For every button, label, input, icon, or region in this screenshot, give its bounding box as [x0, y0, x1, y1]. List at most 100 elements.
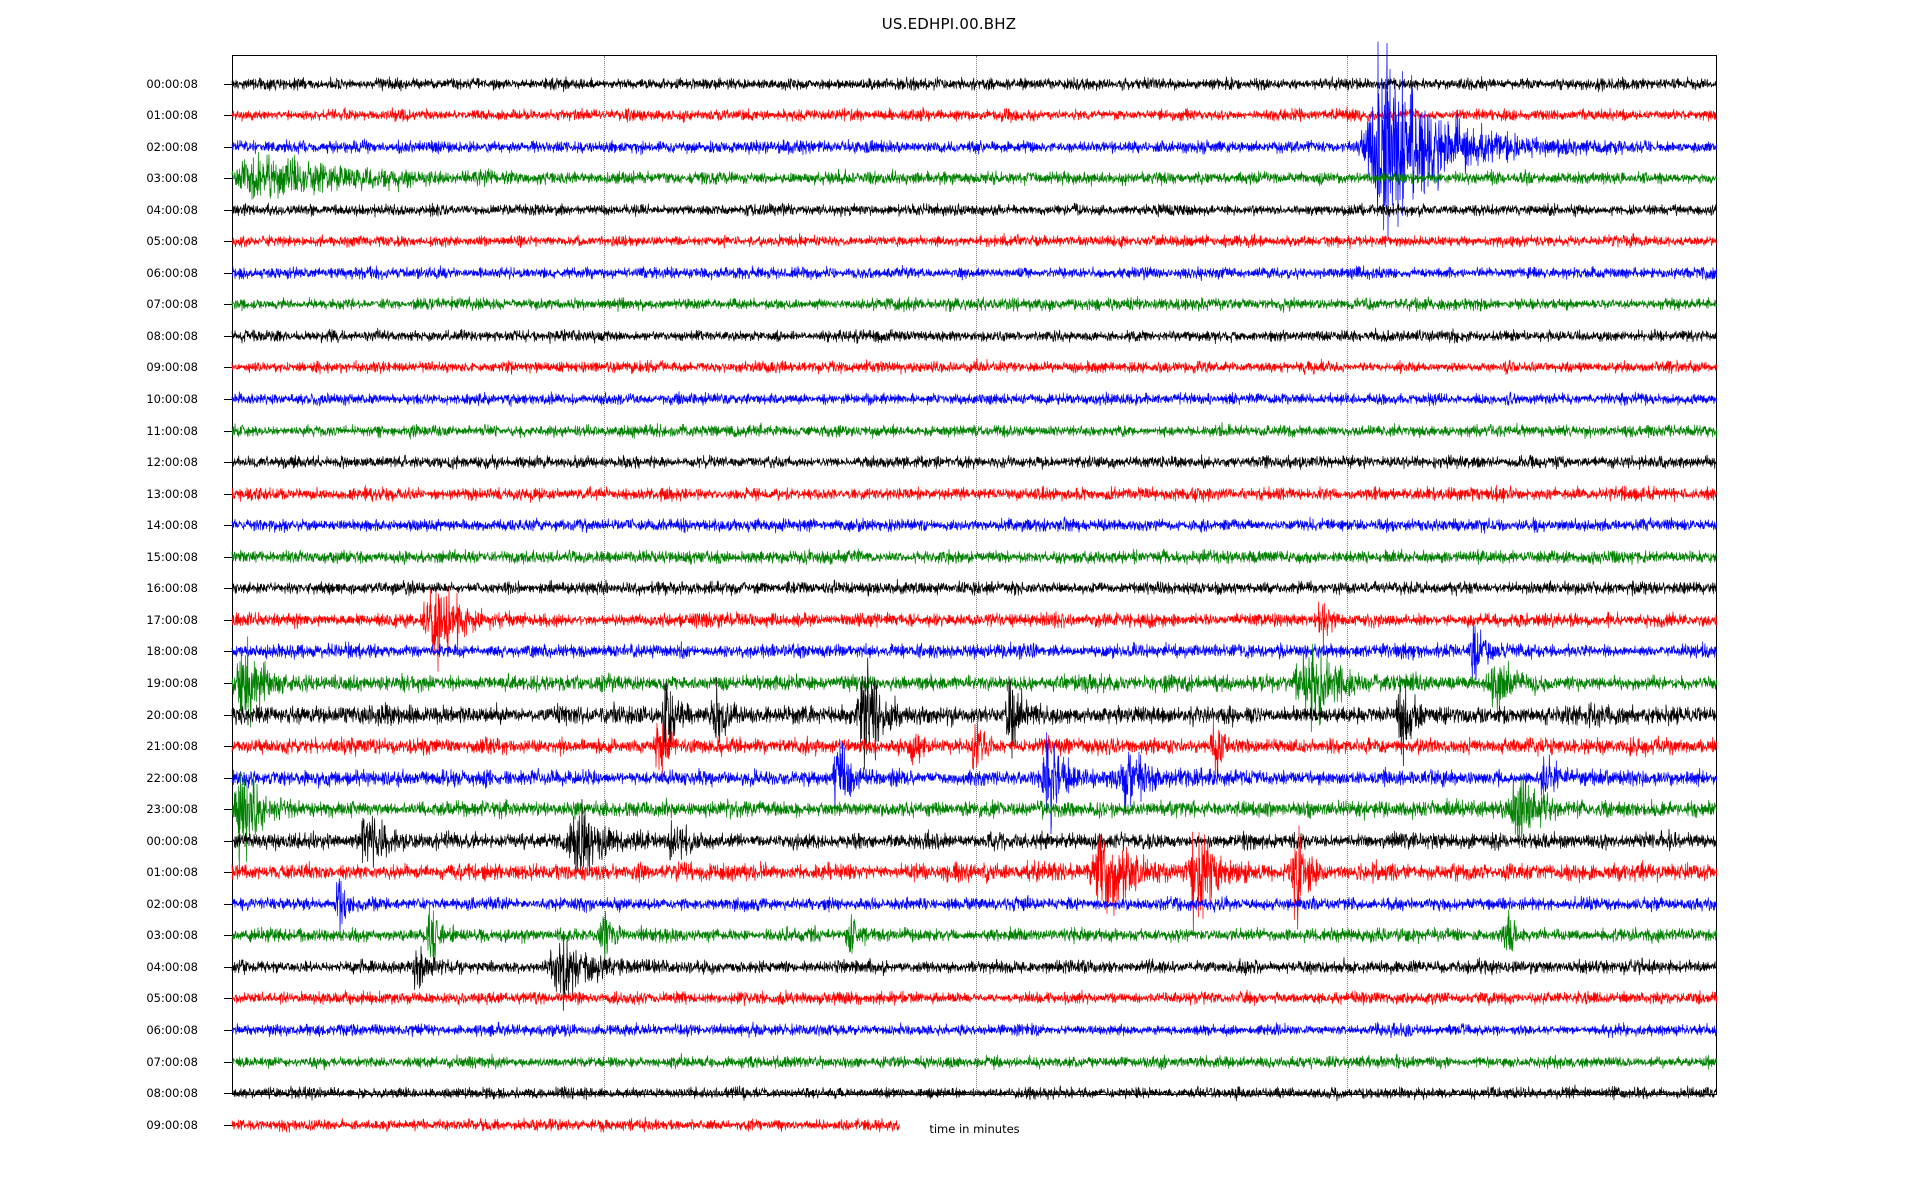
y-tick-mark [224, 903, 233, 905]
y-tick-mark [224, 178, 233, 180]
plot-axes [232, 55, 1717, 1095]
seismic-trace-row-32 [231, 1069, 1718, 1117]
y-tick-label-10: 10:00:08 [146, 392, 198, 406]
y-tick-mark [224, 209, 233, 211]
y-tick-mark [224, 146, 233, 148]
y-tick-label-15: 15:00:08 [146, 549, 198, 564]
y-tick-label-13: 13:00:08 [146, 486, 198, 501]
y-tick-mark [224, 83, 233, 85]
seismic-trace-row-28 [231, 935, 1718, 1011]
y-tick-mark [224, 367, 233, 369]
y-tick-label-11: 11:00:08 [146, 423, 198, 438]
seismic-trace-row-15 [231, 533, 1717, 581]
y-tick-mark [224, 399, 233, 400]
y-tick-mark [224, 1061, 233, 1063]
grid-line-15 [604, 56, 606, 1094]
seismic-trace-row-25 [231, 825, 1718, 936]
seismic-trace-row-0 [231, 60, 1718, 108]
y-tick-label-21: 21:00:08 [146, 739, 198, 754]
y-tick-mark [224, 809, 233, 811]
y-tick-label-28: 04:00:08 [146, 959, 198, 974]
seismic-trace-row-21 [231, 719, 1718, 779]
y-tick-label-30: 06:00:08 [146, 1023, 198, 1037]
seismic-trace-row-23 [231, 772, 1717, 867]
seismic-trace-row-20 [231, 657, 1718, 770]
y-tick-mark [224, 714, 233, 716]
y-tick-label-2: 02:00:08 [146, 139, 198, 154]
y-tick-label-23: 23:00:08 [146, 802, 198, 817]
y-tick-label-22: 22:00:08 [146, 770, 198, 785]
y-tick-label-14: 14:00:08 [146, 518, 198, 533]
seismic-trace-row-27 [231, 903, 1718, 962]
y-tick-mark [224, 115, 233, 117]
y-tick-label-1: 01:00:08 [146, 108, 198, 123]
y-tick-mark [224, 1030, 233, 1031]
y-tick-mark [224, 966, 233, 968]
seismic-trace-row-24 [231, 798, 1718, 880]
seismic-trace-row-29 [231, 974, 1718, 1022]
y-tick-label-26: 02:00:08 [146, 896, 198, 911]
y-tick-label-27: 03:00:08 [146, 928, 198, 943]
y-tick-mark [224, 777, 233, 779]
y-tick-label-31: 07:00:08 [146, 1054, 198, 1069]
y-tick-label-24: 00:00:08 [146, 833, 198, 848]
y-tick-mark [224, 304, 233, 306]
y-tick-mark [224, 651, 233, 653]
y-tick-mark [224, 556, 233, 558]
seismic-trace-row-31 [231, 1038, 1718, 1086]
seismic-trace-row-18 [231, 622, 1718, 681]
x-axis-label: time in minutes [929, 1122, 1020, 1136]
y-tick-label-25: 01:00:08 [146, 865, 198, 880]
y-tick-label-33: 09:00:08 [146, 1117, 198, 1132]
y-tick-label-20: 20:00:08 [146, 707, 198, 722]
y-tick-mark [224, 872, 233, 874]
y-tick-mark [224, 998, 233, 1000]
grid-line-45 [1346, 56, 1348, 1094]
y-tick-label-12: 12:00:08 [146, 455, 198, 470]
seismic-trace-row-16 [231, 564, 1718, 612]
y-tick-mark [224, 619, 233, 621]
y-tick-mark [224, 840, 233, 842]
y-tick-label-0: 00:00:08 [146, 76, 198, 91]
y-tick-label-18: 18:00:08 [146, 644, 198, 659]
y-tick-label-5: 05:00:08 [146, 234, 198, 249]
y-tick-mark [224, 462, 233, 464]
y-tick-mark [224, 1093, 233, 1095]
seismic-trace-row-4 [231, 186, 1718, 234]
page-title: US.EDHPI.00.BHZ [0, 15, 1920, 33]
grid-line-30 [975, 56, 977, 1094]
seismic-trace-row-2 [231, 41, 1718, 240]
page-title-text: US.EDHPI.00.BHZ [881, 15, 1017, 33]
seismic-trace-row-33 [231, 1101, 900, 1149]
seismic-trace-row-6 [231, 249, 1718, 297]
seismic-trace-row-22 [231, 731, 1718, 834]
y-tick-label-8: 08:00:08 [146, 328, 198, 343]
y-tick-label-6: 06:00:08 [146, 265, 198, 280]
seismic-trace-row-10 [231, 375, 1718, 423]
seismic-trace-row-30 [231, 1006, 1718, 1054]
y-tick-label-7: 07:00:08 [146, 297, 198, 312]
seismic-trace-row-11 [231, 407, 1718, 455]
y-tick-mark [224, 272, 233, 274]
y-tick-mark [224, 430, 233, 432]
y-tick-mark [224, 588, 233, 590]
seismic-trace-row-14 [231, 501, 1718, 549]
seismic-trace-row-3 [231, 152, 1718, 202]
seismic-trace-row-19 [231, 636, 1718, 733]
y-tick-label-4: 04:00:08 [146, 202, 198, 217]
y-tick-mark [224, 335, 233, 337]
y-tick-label-3: 03:00:08 [146, 171, 198, 186]
y-tick-mark [224, 493, 233, 495]
seismic-trace-row-17 [231, 585, 1718, 672]
seismic-trace-row-13 [231, 470, 1717, 518]
y-tick-mark [224, 682, 233, 684]
seismic-trace-row-12 [231, 438, 1718, 486]
y-tick-label-9: 09:00:08 [146, 360, 198, 375]
y-tick-label-29: 05:00:08 [146, 991, 198, 1006]
y-tick-label-17: 17:00:08 [146, 612, 198, 627]
y-tick-mark [224, 525, 233, 527]
y-tick-mark [224, 935, 233, 937]
seismic-trace-row-9 [231, 343, 1718, 391]
y-tick-label-16: 16:00:08 [146, 581, 198, 596]
